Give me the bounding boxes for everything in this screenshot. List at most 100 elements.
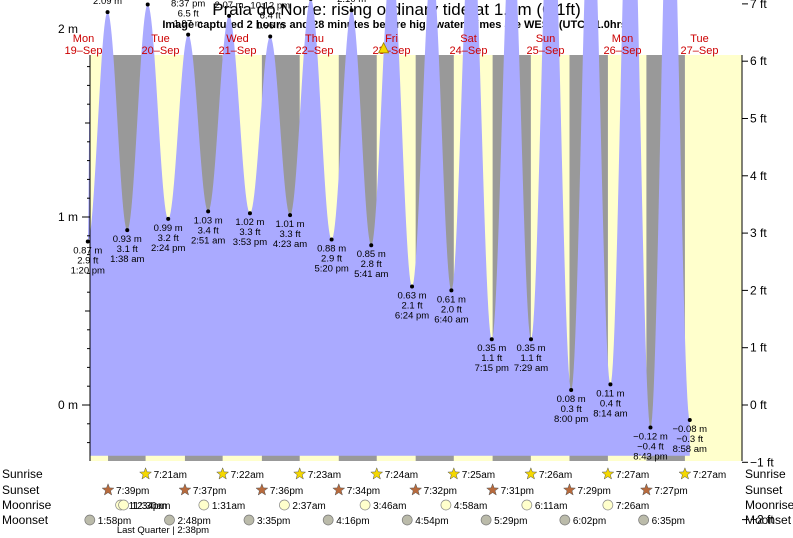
low-tide-point <box>166 216 171 221</box>
sunset-time: 7:31pm <box>501 486 534 497</box>
low-tide-time: 8:58 am <box>673 444 707 455</box>
low-tide-metres: 1.03 m <box>194 215 223 226</box>
moonset-time: 6:02pm <box>573 516 606 527</box>
moonrise-icon <box>440 499 452 511</box>
high-tide-point <box>349 8 354 13</box>
sunrise-icon <box>601 467 615 480</box>
moonrise-icon <box>359 499 371 511</box>
high-tide-time: 10:12 pm <box>250 1 290 12</box>
day-date: 22–Sep <box>296 45 334 57</box>
high-tide-time: 8:37 pm <box>171 0 205 10</box>
high-tide-metres: 2.10 m <box>337 0 366 5</box>
moonset-time: 1:58pm <box>98 516 131 527</box>
moonset-time: 4:54pm <box>415 516 448 527</box>
sunrise-time: 7:23am <box>308 470 341 481</box>
day-date: 19–Sep <box>65 45 103 57</box>
low-tide-feet: 3.4 ft <box>198 225 219 236</box>
sunrise-icon <box>678 467 692 480</box>
low-tide-metres: 1.02 m <box>235 217 264 228</box>
moonset-time: 6:35pm <box>652 516 685 527</box>
moonrise-icon <box>602 499 614 511</box>
low-tide-metres: 0.08 m <box>557 394 586 405</box>
moonset-time: 5:29pm <box>494 516 527 527</box>
low-tide-feet: 0.3 ft <box>561 404 582 415</box>
low-tide-point <box>569 387 574 392</box>
low-tide-feet: 2.8 ft <box>361 259 382 270</box>
sunset-icon <box>486 483 500 496</box>
row-label-left-moonrise: Moonrise <box>2 498 52 512</box>
left-tick-label: 1 m <box>58 210 78 224</box>
moonset-icon <box>559 514 571 526</box>
moonrise-time: 12:30am <box>132 501 171 512</box>
moonset-time: 4:16pm <box>336 516 369 527</box>
low-tide-feet: 0.4 ft <box>600 398 621 409</box>
low-tide-point <box>410 284 415 289</box>
moonrise-icon <box>118 499 129 511</box>
tide-area <box>87 0 690 456</box>
low-tide-time: 2:24 pm <box>151 243 185 254</box>
row-label-right-sunset: Sunset <box>745 483 783 497</box>
low-tide-feet: 1.1 ft <box>520 353 541 364</box>
high-tide-point <box>186 32 191 37</box>
right-tick-label: 7 ft <box>750 0 767 11</box>
low-tide-feet: 2.9 ft <box>321 254 342 265</box>
high-tide-point <box>227 13 232 18</box>
low-tide-time: 8:43 pm <box>633 452 667 463</box>
sunset-icon <box>255 483 269 496</box>
day-name: Tue <box>151 33 170 45</box>
moonset-time: 3:35pm <box>257 516 290 527</box>
row-label-right-moonrise: Moonrise <box>745 498 793 512</box>
day-date: 27–Sep <box>681 45 719 57</box>
day-name: Sat <box>460 33 477 45</box>
sunrise-icon <box>216 467 230 480</box>
sunrise-icon <box>524 467 538 480</box>
sunrise-icon <box>447 467 461 480</box>
sunrise-time: 7:21am <box>154 470 187 481</box>
sunrise-time: 7:25am <box>462 470 495 481</box>
moonrise-time: 11:34pm <box>129 501 167 512</box>
low-tide-feet: 3.1 ft <box>117 244 138 255</box>
low-tide-point <box>85 239 90 244</box>
sunset-time: 7:39pm <box>116 486 149 497</box>
sunset-icon <box>332 483 346 496</box>
day-date: 21–Sep <box>219 45 257 57</box>
low-tide-time: 8:14 am <box>593 408 627 419</box>
right-tick-label: 5 ft <box>750 111 767 125</box>
low-tide-point <box>608 382 613 387</box>
sunset-time: 7:27pm <box>654 486 687 497</box>
moonrise-icon <box>279 499 290 511</box>
moonrise-time: 3:46am <box>373 501 406 512</box>
low-tide-feet: 3.3 ft <box>280 229 301 240</box>
moonset-icon <box>84 514 96 526</box>
high-tide-point <box>145 2 150 7</box>
low-tide-point <box>648 425 653 430</box>
low-tide-metres: −0.08 m <box>672 424 707 435</box>
sunrise-icon <box>139 467 153 480</box>
low-tide-time: 8:00 pm <box>554 414 588 425</box>
low-tide-feet: 3.3 ft <box>239 227 260 238</box>
moonset-time: 2:48pm <box>177 516 210 527</box>
current-level-marker <box>377 41 390 54</box>
low-tide-time: 3:53 pm <box>233 237 267 248</box>
moonset-icon <box>401 514 413 526</box>
low-tide-feet: 1.1 ft <box>481 353 502 364</box>
low-tide-metres: 0.63 m <box>398 291 427 302</box>
moonrise-time: 7:26am <box>616 501 649 512</box>
right-tick-label: 2 ft <box>750 283 767 297</box>
sunset-time: 7:36pm <box>270 486 303 497</box>
high-tide-feet: 6.8 ft <box>218 0 239 1</box>
low-tide-metres: 0.88 m <box>317 244 346 255</box>
high-tide-metres: 1.97 m <box>174 19 203 30</box>
sunrise-time: 7:27am <box>616 470 649 481</box>
moonrise-time: 1:31am <box>212 501 245 512</box>
low-tide-point <box>449 288 454 293</box>
low-tide-time: 6:40 am <box>434 314 468 325</box>
low-tide-time: 2:51 am <box>191 235 225 246</box>
day-name: Thu <box>305 33 324 45</box>
low-tide-metres: 1.01 m <box>276 219 305 230</box>
high-tide-feet: 6.4 ft <box>260 11 281 22</box>
sunset-icon <box>562 483 577 496</box>
moonset-icon <box>638 514 649 526</box>
moonset-icon <box>322 514 334 526</box>
low-tide-feet: −0.3 ft <box>676 434 703 445</box>
